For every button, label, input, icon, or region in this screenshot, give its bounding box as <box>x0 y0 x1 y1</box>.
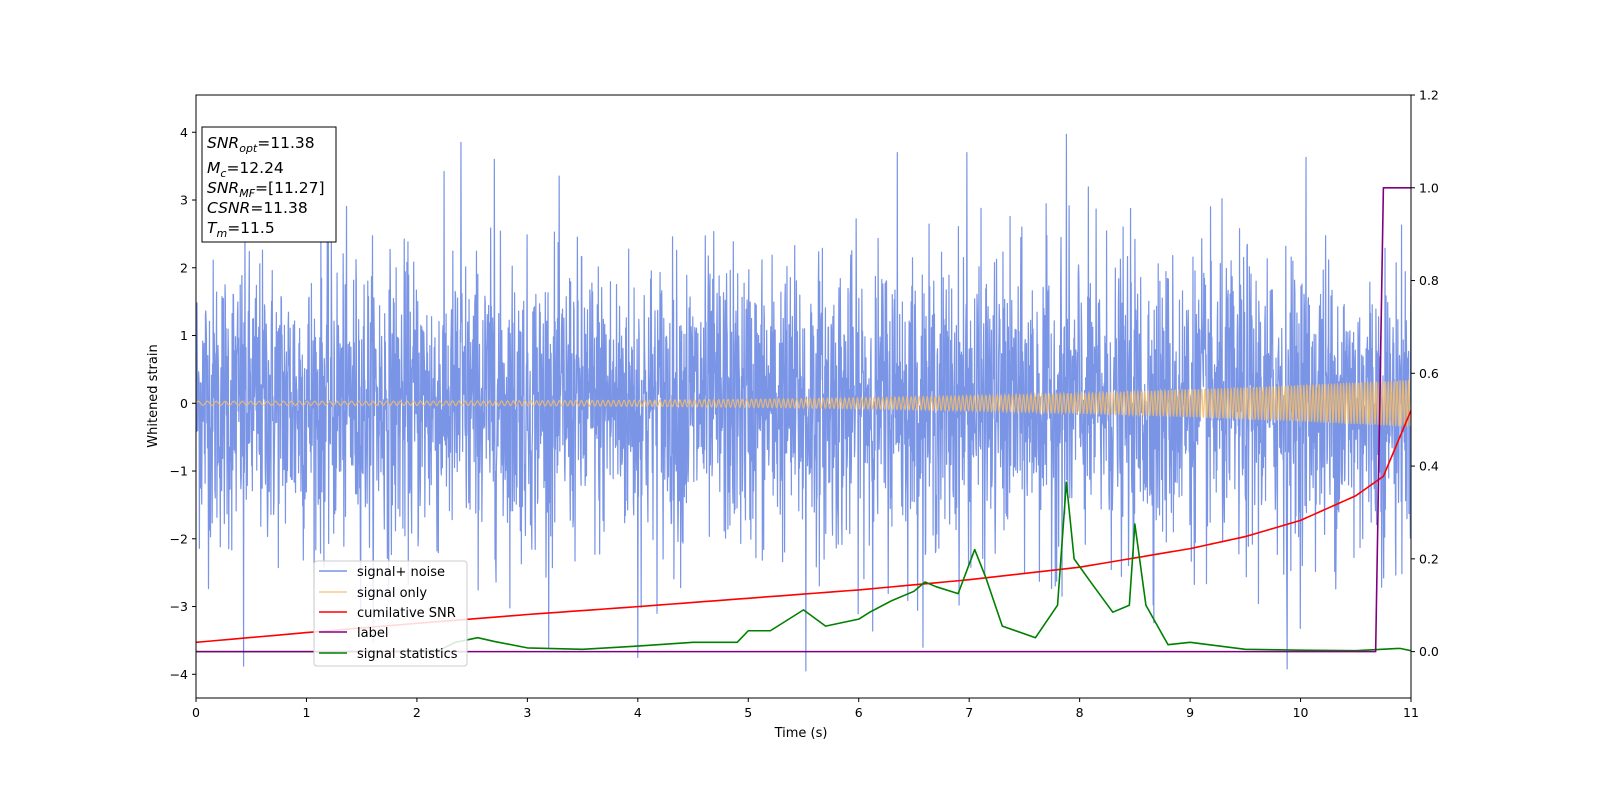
legend-item-signal-only: signal only <box>319 586 427 601</box>
snr-mf-subscript: MF <box>239 187 255 200</box>
legend-item-label: label <box>319 626 388 641</box>
csnr-value: =11.38 <box>250 199 307 217</box>
series-signal-only <box>196 379 1411 427</box>
snr-info-box: SNRopt=11.38 Mc=12.24 SNRMF=[11.27] CSNR… <box>201 126 337 243</box>
y-right-tick-label: 1.0 <box>1419 180 1439 195</box>
legend-item-signal-noise: signal+ noise <box>319 565 445 580</box>
snr-opt-subscript: opt <box>239 142 258 155</box>
legend-label-cumulative-snr: cumilative SNR <box>357 606 456 621</box>
y-left-tick-label: 1 <box>180 328 188 343</box>
x-tick-label: 0 <box>192 705 200 720</box>
x-tick-label: 7 <box>965 705 973 720</box>
legend-label-signal-statistics: signal statistics <box>357 647 458 662</box>
tm-value: =11.5 <box>227 219 275 237</box>
mc-subscript: c <box>220 167 226 180</box>
x-tick-label: 4 <box>634 705 642 720</box>
y-left-tick-label: −4 <box>170 667 188 682</box>
legend-label-label: label <box>357 626 388 641</box>
x-axis-label: Time (s) <box>774 726 828 741</box>
x-tick-label: 10 <box>1293 705 1309 720</box>
x-tick-label: 2 <box>413 705 421 720</box>
mc-symbol: M <box>207 159 220 177</box>
y-left-tick-label: 2 <box>180 260 188 275</box>
y-axis-label: Whitened strain <box>146 344 161 447</box>
y-axis-right: 1.2 1.0 0.8 0.6 0.4 0.2 0.0 <box>1411 88 1439 659</box>
legend: signal+ noise signal only cumilative SNR… <box>313 560 468 667</box>
svg-text:CSNR=11.38: CSNR=11.38 <box>207 199 308 217</box>
x-tick-label: 8 <box>1076 705 1084 720</box>
svg-text:SNRopt=11.38: SNRopt=11.38 <box>207 134 315 155</box>
x-tick-label: 5 <box>744 705 752 720</box>
x-tick-label: 1 <box>302 705 310 720</box>
snr-mf-symbol: SNR <box>207 179 239 197</box>
x-tick-label: 3 <box>523 705 531 720</box>
svg-text:Tm=11.5: Tm=11.5 <box>207 219 275 240</box>
y-right-tick-label: 0.0 <box>1419 644 1439 659</box>
legend-item-cumulative-snr: cumilative SNR <box>319 606 456 621</box>
x-tick-label: 9 <box>1186 705 1194 720</box>
plot-frame <box>195 94 1412 699</box>
y-left-tick-label: 0 <box>180 396 188 411</box>
series-label <box>196 186 1411 653</box>
y-left-tick-label: 4 <box>180 125 188 140</box>
series-signal-noise <box>196 133 1411 672</box>
legend-label-signal-noise: signal+ noise <box>357 565 445 580</box>
y-left-tick-label: 3 <box>180 193 188 208</box>
y-right-tick-label: 0.8 <box>1419 273 1439 288</box>
mc-value: =12.24 <box>226 159 283 177</box>
snr-opt-value: =11.38 <box>257 134 314 152</box>
series-signal-statistics <box>196 481 1411 653</box>
y-left-tick-label: −1 <box>170 464 188 479</box>
y-left-tick-label: −3 <box>170 599 188 614</box>
legend-item-signal-statistics: signal statistics <box>319 647 458 662</box>
svg-text:Mc=12.24: Mc=12.24 <box>207 159 284 180</box>
y-axis-left: 4 3 2 1 0 −1 −2 −3 −4 <box>170 125 196 682</box>
y-right-tick-label: 0.6 <box>1419 366 1439 381</box>
svg-text:SNRMF=[11.27]: SNRMF=[11.27] <box>207 179 325 200</box>
snr-mf-value: =[11.27] <box>255 179 324 197</box>
x-tick-label: 6 <box>855 705 863 720</box>
snr-opt-symbol: SNR <box>207 134 239 152</box>
tm-subscript: m <box>216 227 227 240</box>
y-right-tick-label: 1.2 <box>1419 88 1439 103</box>
y-right-tick-label: 0.4 <box>1419 459 1439 474</box>
x-tick-label: 11 <box>1403 705 1419 720</box>
csnr-symbol: CSNR <box>207 199 250 217</box>
x-axis: 0 1 2 3 4 5 6 7 8 9 10 11 <box>192 698 1419 720</box>
y-left-tick-label: −2 <box>170 531 188 546</box>
legend-label-signal-only: signal only <box>357 586 427 601</box>
y-right-tick-label: 0.2 <box>1419 551 1439 566</box>
tm-symbol: T <box>207 219 218 237</box>
